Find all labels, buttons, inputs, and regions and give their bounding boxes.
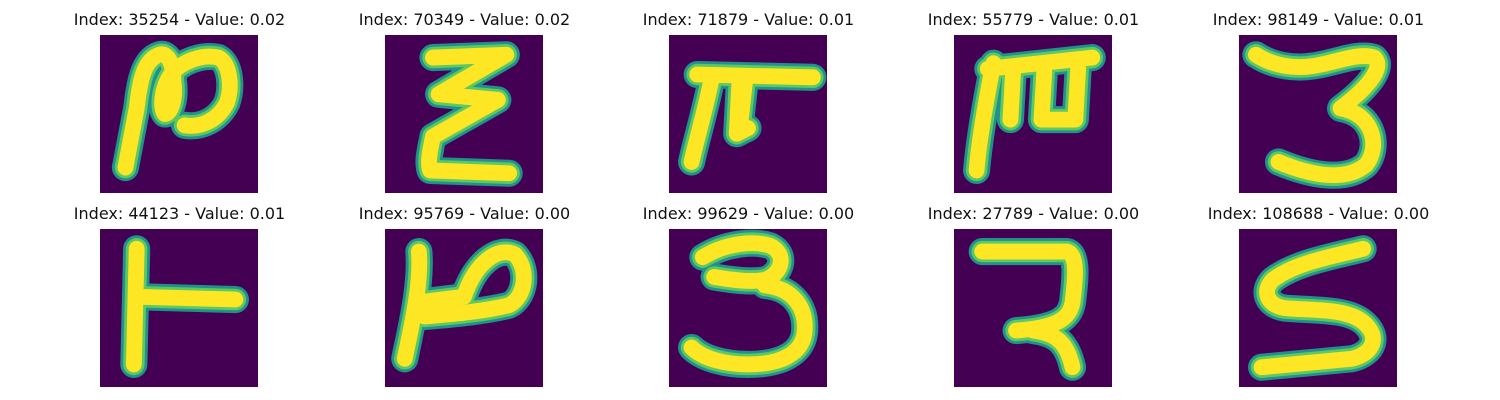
panel-title: Index: 108688 - Value: 0.00 — [1207, 204, 1430, 223]
digit-image — [1239, 229, 1397, 387]
glyph-stroke — [117, 46, 238, 176]
panel-1: Index: 35254 - Value: 0.02 — [37, 0, 322, 193]
panel-6: Index: 44123 - Value: 0.01 — [37, 194, 322, 387]
panel-8: Index: 99629 - Value: 0.00 — [606, 194, 891, 387]
panel-10: Index: 108688 - Value: 0.00 — [1176, 194, 1461, 387]
panel-title: Index: 55779 - Value: 0.01 — [927, 10, 1140, 29]
digit-image — [100, 35, 258, 193]
panel-5: Index: 98149 - Value: 0.01 — [1176, 0, 1461, 193]
panel-title: Index: 35254 - Value: 0.02 — [73, 10, 286, 29]
panel-title: Index: 71879 - Value: 0.01 — [642, 10, 855, 29]
glyph-stroke — [396, 243, 532, 367]
glyph-stroke — [421, 46, 518, 182]
panel-title: Index: 95769 - Value: 0.00 — [358, 204, 571, 223]
digit-image — [385, 229, 543, 387]
panel-3: Index: 71879 - Value: 0.01 — [606, 0, 891, 193]
digit-image — [669, 35, 827, 193]
digit-image — [385, 35, 543, 193]
glyph-stroke — [974, 243, 1083, 376]
glyph-stroke — [683, 66, 821, 170]
digit-image — [954, 229, 1112, 387]
glyph-stroke — [1253, 240, 1381, 376]
digit-image — [100, 229, 258, 387]
glyph-stroke — [683, 235, 813, 373]
panel-title: Index: 98149 - Value: 0.01 — [1212, 10, 1425, 29]
glyph-stroke — [125, 240, 244, 373]
panel-title: Index: 70349 - Value: 0.02 — [358, 10, 571, 29]
digit-image — [669, 229, 827, 387]
glyph-stroke — [1248, 46, 1386, 184]
panel-4: Index: 55779 - Value: 0.01 — [891, 0, 1176, 193]
digit-image — [954, 35, 1112, 193]
panel-7: Index: 95769 - Value: 0.00 — [322, 194, 607, 387]
panel-title: Index: 99629 - Value: 0.00 — [642, 204, 855, 223]
panel-2: Index: 70349 - Value: 0.02 — [322, 0, 607, 193]
glyph-stroke — [968, 49, 1101, 179]
panel-title: Index: 44123 - Value: 0.01 — [73, 204, 286, 223]
panel-title: Index: 27789 - Value: 0.00 — [927, 204, 1140, 223]
digit-image — [1239, 35, 1397, 193]
panel-9: Index: 27789 - Value: 0.00 — [891, 194, 1176, 387]
